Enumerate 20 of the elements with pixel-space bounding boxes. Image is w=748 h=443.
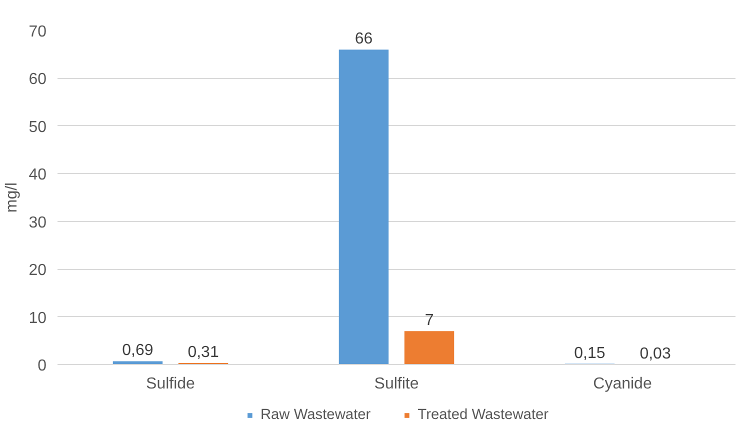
y-tick-label: 20 [28, 262, 47, 280]
y-tick-label: 0 [38, 358, 47, 374]
legend-label: Treated Wastewater [418, 407, 549, 423]
x-tick-label: Cyanide [593, 376, 652, 392]
legend-label: Raw Wastewater [260, 407, 371, 423]
data-label: 7 [424, 312, 434, 330]
data-label: 0,15 [574, 344, 606, 362]
data-label: 66 [354, 30, 373, 48]
y-tick-label: 70 [28, 24, 47, 40]
x-tick-label: Sulfite [374, 376, 419, 392]
y-axis-title: mg/l [4, 182, 21, 213]
y-tick-label: 60 [28, 71, 47, 88]
data-label: 0,31 [188, 344, 219, 362]
x-tick-label: Sulfide [146, 376, 196, 392]
y-tick-label: 40 [28, 166, 47, 184]
data-label: 0,03 [640, 345, 671, 362]
y-tick-label: 50 [28, 118, 47, 136]
y-tick-label: 10 [28, 310, 47, 327]
data-label: 0,69 [122, 342, 154, 360]
y-tick-label: 30 [28, 214, 47, 232]
